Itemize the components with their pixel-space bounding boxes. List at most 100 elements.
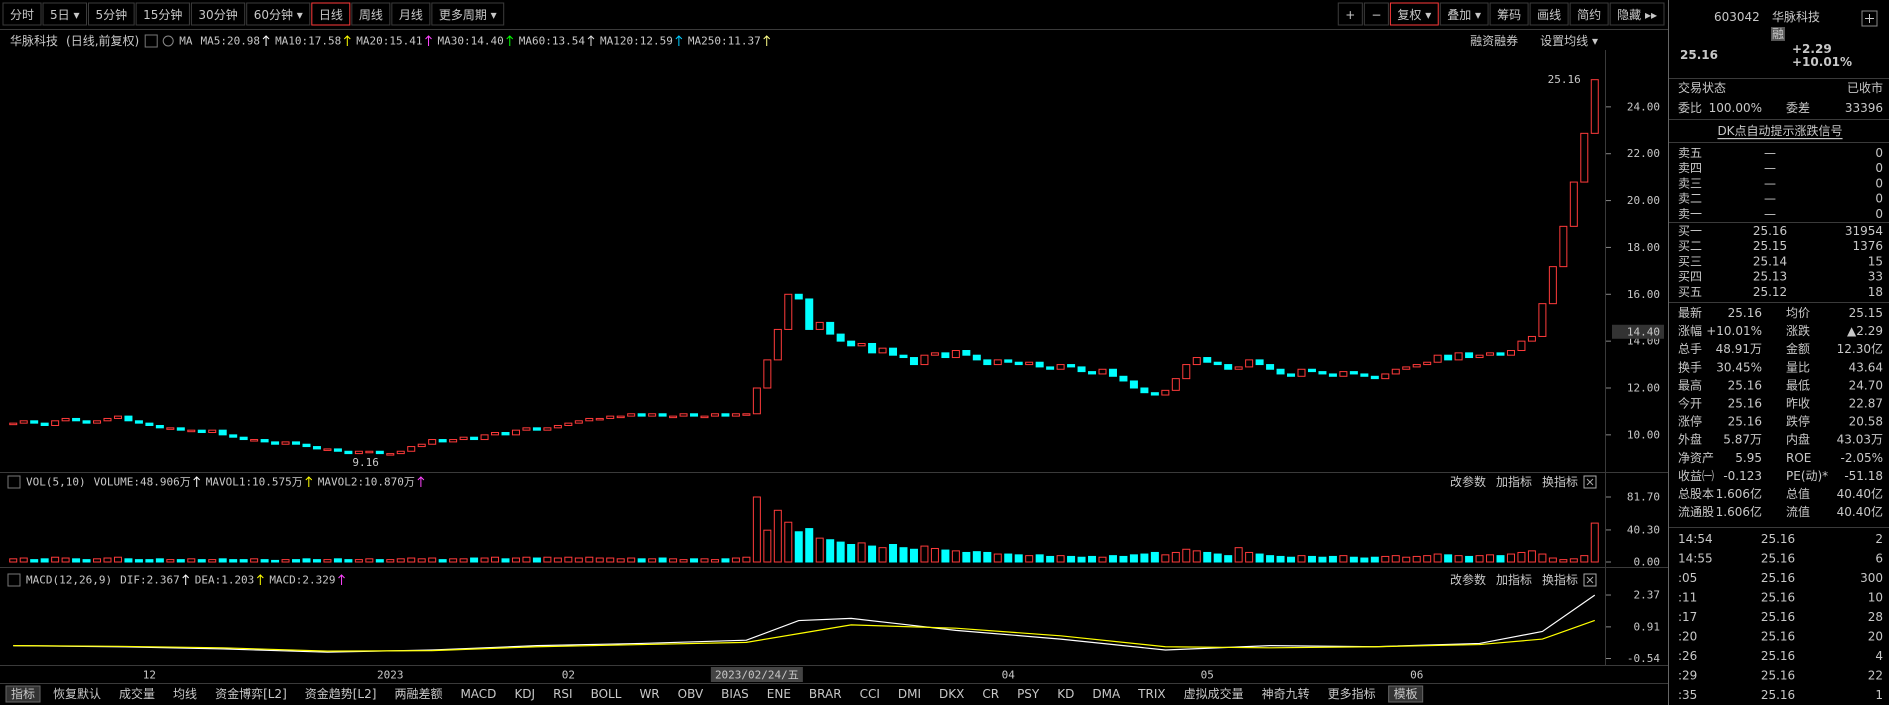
candle xyxy=(731,413,740,417)
tool-button[interactable]: 简约 xyxy=(1577,7,1601,22)
indicator-tab[interactable]: BOLL xyxy=(591,687,622,701)
indicator-tab[interactable]: 虚拟成交量 xyxy=(1184,686,1244,701)
indicator-tab[interactable]: DKX xyxy=(939,687,964,701)
y-tick-label: 40.30 xyxy=(1627,523,1660,536)
volume-bar xyxy=(1297,555,1306,563)
volume-bar xyxy=(564,556,573,563)
tool-button[interactable]: 画线 xyxy=(1537,8,1561,22)
indicator-tab[interactable]: 指标 xyxy=(11,686,35,701)
indicator-tab[interactable]: ENE xyxy=(767,687,791,701)
indicator-button[interactable]: 改参数 xyxy=(1450,474,1486,489)
tool-button[interactable]: 叠加 ▾ xyxy=(1447,8,1481,22)
indicator-tab[interactable]: 资金趋势[L2] xyxy=(305,686,377,701)
indicator-button[interactable]: 改参数 xyxy=(1450,572,1486,587)
period-button[interactable]: 更多周期 ▾ xyxy=(439,8,497,22)
volume-bar xyxy=(763,529,772,563)
indicator-tab[interactable]: 神奇九转 xyxy=(1262,686,1310,701)
indicator-tab[interactable]: CR xyxy=(982,687,999,701)
period-button[interactable]: 60分钟 ▾ xyxy=(254,7,303,22)
period-button[interactable]: 月线 xyxy=(399,8,423,22)
indicator-tab[interactable]: KDJ xyxy=(514,687,535,701)
candle xyxy=(941,352,950,359)
indicator-tab[interactable]: CCI xyxy=(860,687,880,701)
indicator-tab[interactable]: 均线 xyxy=(173,687,197,701)
period-button[interactable]: 30分钟 xyxy=(198,7,237,22)
volume-bar xyxy=(710,559,719,563)
candle xyxy=(333,448,342,452)
volume-bar xyxy=(501,558,510,563)
tool-button[interactable]: 隐藏 ▸▸ xyxy=(1617,8,1657,22)
tool-button[interactable]: 筹码 xyxy=(1497,8,1521,22)
volume-bar xyxy=(1339,555,1348,563)
indicator-tab[interactable]: BRAR xyxy=(809,687,842,701)
indicator-tab[interactable]: 更多指标 xyxy=(1328,686,1376,701)
volume-bar xyxy=(648,558,657,563)
volume-bar xyxy=(375,559,384,563)
volume-bar xyxy=(292,559,301,563)
indicator-tab[interactable]: TRIX xyxy=(1137,687,1165,701)
period-button[interactable]: 日线 xyxy=(319,8,343,22)
indicator-button[interactable]: 加指标 xyxy=(1496,572,1532,587)
volume-bar xyxy=(1391,555,1400,563)
indicator-tab[interactable]: PSY xyxy=(1017,687,1040,701)
book-label: 买五 xyxy=(1678,285,1702,299)
book-label: 买二 xyxy=(1678,239,1702,253)
button-frame xyxy=(1489,2,1529,26)
period-button[interactable]: 15分钟 xyxy=(143,7,182,22)
indicator-tab[interactable]: 恢复默认 xyxy=(53,686,101,701)
period-button[interactable]: 分时 xyxy=(10,8,34,22)
volume-bar xyxy=(868,545,877,563)
candle xyxy=(1444,354,1453,361)
candle xyxy=(794,293,803,300)
indicator-tab[interactable]: 两融差额 xyxy=(394,687,442,701)
indicator-tab[interactable]: 资金博弈[L2] xyxy=(215,686,287,701)
candle xyxy=(271,441,280,445)
volume-bar xyxy=(752,496,761,563)
indicator-tab[interactable]: WR xyxy=(639,687,659,701)
indicator-tab[interactable]: 成交量 xyxy=(119,686,155,701)
indicator-tab[interactable]: RSI xyxy=(553,687,573,701)
period-button[interactable]: 5日 ▾ xyxy=(50,8,79,22)
volume-bar xyxy=(407,557,416,563)
tab-frame xyxy=(5,685,41,703)
book-price: — xyxy=(1764,176,1776,190)
indicator-tab[interactable]: BIAS xyxy=(721,687,749,701)
book-label: 卖四 xyxy=(1678,161,1702,175)
volume-bar xyxy=(1224,555,1233,563)
signal-link[interactable]: DK点自动提示涨跌信号 xyxy=(1717,123,1842,138)
trade-price: 25.16 xyxy=(1761,532,1795,546)
candle xyxy=(1192,357,1201,366)
volume-bar xyxy=(323,559,332,563)
candle xyxy=(1182,364,1191,380)
stat-label: 涨幅 xyxy=(1678,323,1702,338)
indicator-tab[interactable]: DMI xyxy=(898,687,921,701)
header-button[interactable]: 设置均线 ▾ xyxy=(1540,34,1598,48)
period-button[interactable]: 5分钟 xyxy=(96,7,128,22)
volume-bar xyxy=(1538,553,1547,563)
period-button[interactable]: 周线 xyxy=(359,8,383,22)
indicator-tab[interactable]: DMA xyxy=(1092,687,1121,701)
indicator-tab[interactable]: 模板 xyxy=(1394,687,1418,701)
trade-price: 25.16 xyxy=(1761,610,1795,624)
volume-bar xyxy=(1140,553,1149,563)
stat-label: 金额 xyxy=(1786,341,1810,356)
indicator-button[interactable]: 加指标 xyxy=(1496,474,1532,489)
book-price: 25.12 xyxy=(1753,285,1787,299)
candle xyxy=(19,420,28,424)
header-button[interactable]: 融资融券 xyxy=(1470,33,1518,48)
tool-button[interactable]: 复权 ▾ xyxy=(1397,8,1431,22)
indicator-button[interactable]: 换指标 xyxy=(1542,572,1578,587)
indicator-tab[interactable]: MACD xyxy=(460,687,496,701)
indicator-tab[interactable]: OBV xyxy=(678,687,704,701)
volume-bar xyxy=(145,559,154,563)
candle xyxy=(386,453,395,456)
indicator-tab[interactable]: KD xyxy=(1057,687,1074,701)
candle xyxy=(1150,392,1159,396)
candle xyxy=(1046,366,1055,370)
tool-button[interactable]: + xyxy=(1345,8,1355,22)
tool-button[interactable]: − xyxy=(1371,8,1381,22)
stat-value: 1.606亿 xyxy=(1716,486,1762,501)
volume-bar xyxy=(1056,555,1065,563)
indicator-button[interactable]: 换指标 xyxy=(1542,474,1578,489)
legend-item: (日线,前复权) xyxy=(66,33,139,48)
